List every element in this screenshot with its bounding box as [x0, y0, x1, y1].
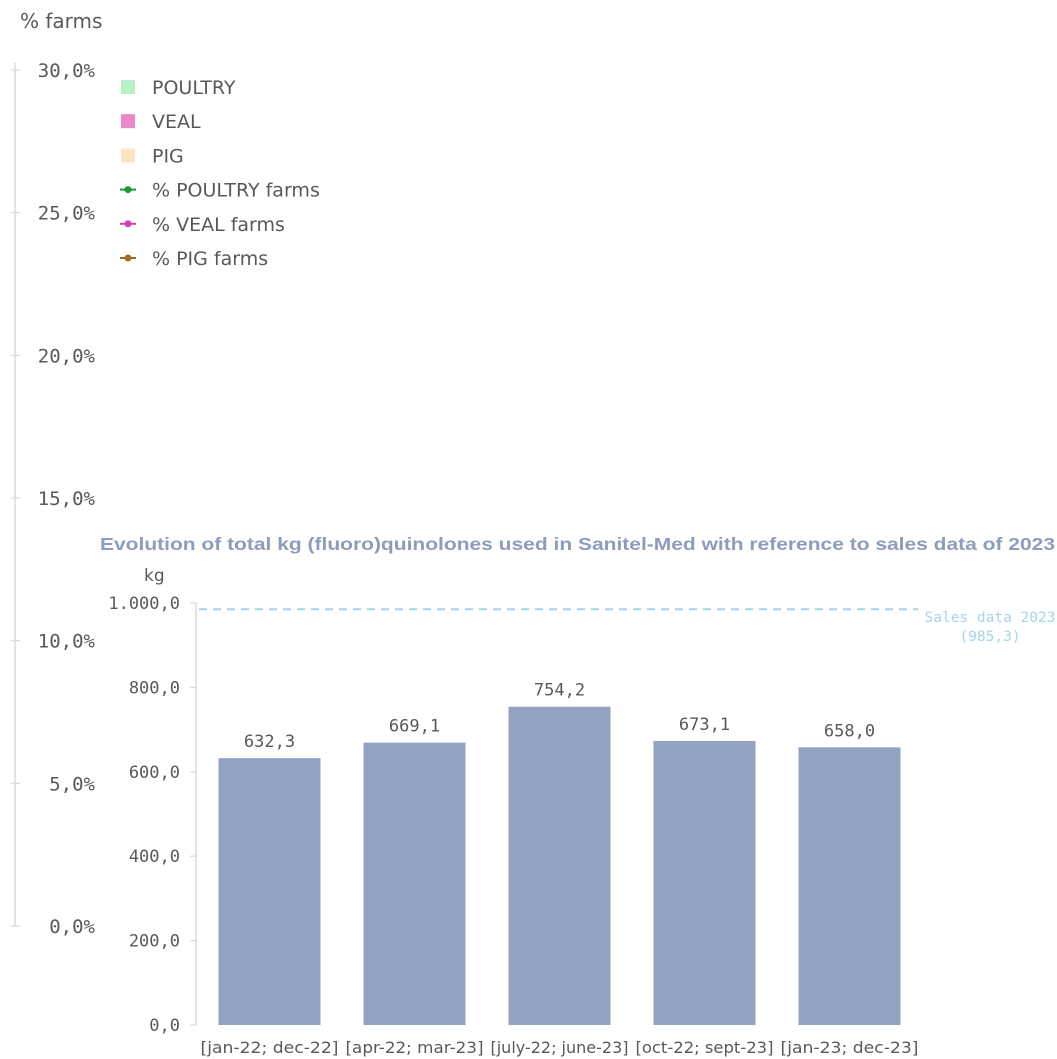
bar: [363, 742, 466, 1025]
bar-value-label: 632,3: [244, 732, 295, 752]
category-label: [jan-23; dec-23]: [781, 1038, 919, 1057]
legend-point-swatch: [124, 220, 132, 228]
legend: POULTRY VEAL PIG % POULTRY farms % VEAL farm…: [120, 77, 320, 270]
bar-value-label: 673,1: [679, 715, 730, 735]
farms-y-tick-label: 15,0%: [38, 488, 96, 510]
farms-percentage-chart: % farms 30,0% 25,0% 20,0% 15,0% 10,0% 5,0% 0,0…: [11, 9, 320, 938]
sales-reference-label: Sales data 2023: [925, 610, 1056, 626]
category-label: [apr-22; mar-23]: [346, 1038, 484, 1057]
bar: [218, 758, 321, 1025]
kg-y-tick-label: 600,0: [129, 763, 180, 783]
kg-y-tick-label: 0,0: [149, 1016, 180, 1036]
kg-y-tick-label: 1.000,0: [108, 594, 180, 614]
legend-swatch: [121, 148, 135, 163]
farms-y-tick-label: 20,0%: [38, 345, 96, 367]
chart-title: Evolution of total kg (fluoro)quinolones…: [100, 534, 1055, 554]
bar-value-label: 669,1: [389, 717, 440, 737]
bar: [653, 740, 756, 1025]
bar: [508, 706, 611, 1025]
legend-label: POULTRY: [152, 77, 236, 99]
legend-label: % POULTRY farms: [152, 180, 320, 202]
kg-y-tick-label: 800,0: [129, 678, 180, 698]
farms-y-tick-label: 30,0%: [38, 60, 96, 82]
sales-reference-value-label: (985,3): [959, 629, 1020, 645]
legend-point-swatch: [124, 254, 132, 262]
legend-swatch: [121, 114, 135, 129]
legend-label: PIG: [152, 145, 184, 167]
bar-value-label: 754,2: [534, 681, 585, 701]
bar-value-labels: 632,3 669,1 754,2 673,1 658,0: [244, 681, 875, 752]
farms-y-tick-label: 5,0%: [49, 773, 95, 795]
legend-point-swatch: [124, 186, 132, 194]
quinolones-bar-chart: Evolution of total kg (fluoro)quinolones…: [100, 534, 1055, 1057]
farms-y-axis-label: % farms: [20, 9, 102, 33]
farms-y-tick-label: 10,0%: [38, 631, 96, 653]
bar-value-label: 658,0: [824, 721, 875, 741]
farms-y-tick-label: 25,0%: [38, 203, 96, 225]
bars: [218, 706, 901, 1025]
farms-y-ticks: 30,0% 25,0% 20,0% 15,0% 10,0% 5,0% 0,0%: [11, 60, 96, 938]
kg-y-ticks: 0,0 200,0 400,0 600,0 800,0 1.000,0: [108, 594, 196, 1036]
kg-y-tick-label: 400,0: [129, 847, 180, 867]
category-label: [oct-22; sept-23]: [636, 1038, 774, 1057]
legend-label: VEAL: [152, 111, 201, 133]
legend-label: % VEAL farms: [152, 214, 285, 236]
farms-y-tick-label: 0,0%: [49, 916, 95, 938]
legend-swatch: [121, 80, 135, 94]
category-label: [jan-22; dec-22]: [201, 1038, 339, 1057]
kg-y-axis-label: kg: [144, 566, 165, 586]
category-labels: [jan-22; dec-22] [apr-22; mar-23] [july-22…: [201, 1038, 919, 1057]
bar: [798, 747, 901, 1025]
category-label: [july-22; june-23]: [491, 1038, 629, 1057]
kg-y-tick-label: 200,0: [129, 932, 180, 952]
legend-label: % PIG farms: [152, 248, 268, 270]
